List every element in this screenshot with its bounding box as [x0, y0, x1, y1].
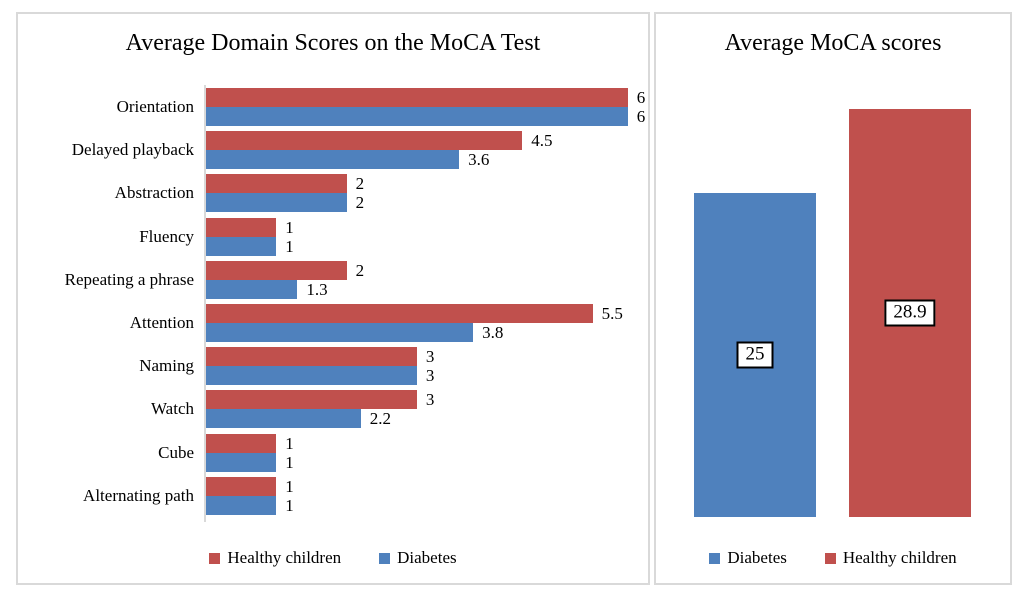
legend-label: Healthy children — [227, 548, 342, 567]
bar-diabetes — [206, 107, 628, 126]
category-label: Fluency — [139, 226, 194, 246]
legend-item: Diabetes — [709, 548, 787, 568]
bar-healthy-children — [206, 390, 417, 410]
bar-diabetes — [206, 279, 298, 299]
bar-healthy-children — [206, 347, 417, 367]
data-label: 1 — [285, 236, 294, 256]
data-label: 2 — [355, 260, 365, 280]
bar-diabetes — [206, 366, 417, 386]
bar-diabetes — [206, 150, 460, 170]
legend-swatch — [709, 552, 721, 564]
legend-swatch — [379, 552, 391, 564]
category-label: Delayed playback — [71, 140, 194, 160]
bar-healthy-children — [206, 88, 628, 107]
domain-scores-title: Average Domain Scores on the MoCA Test — [125, 30, 541, 56]
legend-item: Diabetes — [379, 548, 457, 568]
data-label: 6 — [636, 107, 646, 126]
data-label: 6 — [636, 88, 646, 107]
average-scores-plot: 25 28.9 — [656, 14, 1010, 583]
data-label: 1 — [285, 495, 294, 515]
domain-scores-plot: Orientation 6 6 Delayed playback 4.5 3.6 Abstr… — [18, 14, 648, 583]
bar-healthy-children — [206, 174, 347, 194]
category-label: Cube — [158, 442, 194, 462]
domain-scores-legend: Healthy children Diabetes — [18, 548, 648, 568]
bar-diabetes — [206, 193, 347, 213]
data-label: 3 — [425, 347, 435, 367]
average-scores-chart: Average MoCA scores 25 28.9 Diabetes Healt… — [654, 12, 1012, 585]
data-label: 1 — [285, 433, 294, 453]
category-label: Abstraction — [114, 183, 194, 203]
legend-swatch — [824, 552, 836, 564]
data-label: 5.5 — [601, 304, 623, 323]
bar-healthy-children — [206, 131, 523, 151]
bar-diabetes — [206, 495, 277, 515]
data-label: 1 — [285, 452, 294, 472]
legend-label: Healthy children — [842, 548, 957, 567]
data-label: 2.2 — [369, 409, 391, 429]
category-label: Attention — [129, 313, 194, 332]
category-axis-line — [204, 85, 206, 522]
bar-diabetes — [206, 236, 277, 256]
data-label: 1 — [285, 217, 294, 237]
bar-healthy-children — [206, 260, 347, 280]
data-label: 1.3 — [306, 279, 328, 299]
legend-item: Healthy children — [824, 548, 957, 568]
data-label-box: 25 — [736, 341, 774, 369]
legend-swatch — [209, 552, 221, 564]
category-label: Repeating a phrase — [64, 269, 194, 289]
data-label: 3.8 — [482, 323, 504, 342]
bar-diabetes — [206, 323, 474, 342]
data-label: 2 — [355, 193, 365, 213]
data-label: 4.5 — [531, 131, 553, 151]
data-label: 2 — [355, 174, 365, 194]
average-scores-legend: Diabetes Healthy children — [656, 548, 1010, 568]
bar-healthy-children — [206, 304, 593, 323]
data-label: 1 — [285, 476, 294, 496]
data-label: 3 — [425, 366, 435, 386]
legend-label: Diabetes — [727, 548, 787, 567]
bar-healthy-children — [206, 217, 277, 237]
data-label: 3 — [425, 390, 435, 410]
average-scores-title: Average MoCA scores — [724, 30, 942, 56]
bar-healthy-children — [206, 433, 277, 453]
category-label: Alternating path — [83, 485, 194, 505]
category-label: Orientation — [116, 97, 194, 116]
data-label: 3.6 — [468, 150, 490, 170]
bar-diabetes — [206, 409, 361, 429]
legend-item: Healthy children — [209, 548, 341, 568]
domain-scores-chart: Average Domain Scores on the MoCA Test O… — [16, 12, 650, 585]
category-label: Naming — [139, 356, 194, 376]
data-label-box: 28.9 — [884, 299, 936, 327]
category-label: Watch — [151, 399, 194, 419]
bar-healthy-children — [206, 476, 277, 496]
legend-label: Diabetes — [397, 548, 457, 567]
bar-diabetes — [206, 452, 277, 472]
